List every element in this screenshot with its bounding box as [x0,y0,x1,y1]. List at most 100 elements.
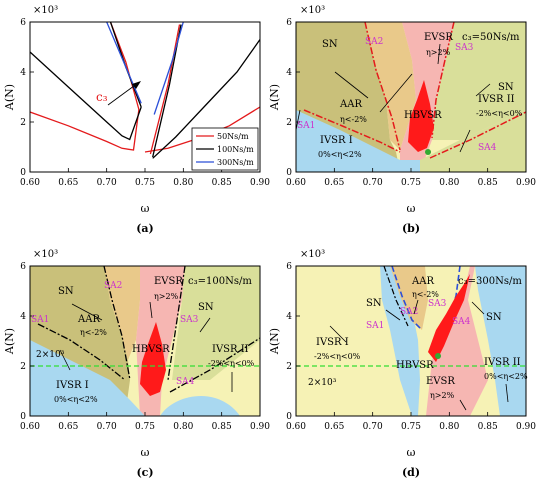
label-evsr-d: EVSR [426,376,455,387]
panel-d-arrows [329,299,509,411]
y-tick-label: 4 [286,312,292,322]
point-sa3-d: SA3 [428,299,447,309]
label-aar-c: AAR [77,314,100,325]
legend-item-50: 50Ns/m [217,132,249,141]
label-ivsr1-d: IVSR I [316,337,349,348]
y-tick-label: 0 [286,168,292,178]
x-tick-label: 0.85 [478,178,498,188]
label-ivsr2-d: IVSR II [484,357,521,368]
panel-c-title: c₃=100Ns/m [188,276,252,287]
x-tick-label: 0.90 [250,178,270,188]
label-ivsr2: IVSR II [478,94,515,105]
label-evsr: EVSR [424,32,453,43]
panel-b-ylabel: A(N) [268,84,281,111]
label-ivsr2-eta-d: 0%<η<2% [484,372,528,381]
region-sn-right [432,22,526,140]
region-ivsr1 [296,110,420,172]
region-hbvsr-d [428,274,470,362]
point-sa3-c: SA3 [180,315,199,325]
panel-b-tag: (b) [402,222,420,235]
panel-a-ticks: 0.60 0.65 0.70 0.75 0.80 0.85 0.90 0 2 4 6 [20,18,270,188]
hopf-point-d [435,353,441,359]
label-evsr-eta-c: η>2% [154,292,179,301]
panel-a-annotation: c₃ [96,90,108,104]
panel-b-scale: ×10³ [300,5,325,16]
label-aar-d: AAR [411,276,434,287]
y-tick-label: 6 [20,262,26,272]
y-tick-label: 4 [20,312,26,322]
label-aar-eta: η<-2% [340,115,367,124]
x-tick-label: 0.75 [401,422,421,432]
x-tick-label: 0.90 [516,178,536,188]
point-sa1: SA1 [297,121,315,131]
x-tick-label: 0.80 [439,178,459,188]
panel-b: 0.60 0.65 0.70 0.75 0.80 0.85 0.90 0 2 4 6 ×10³ A(… [268,5,536,235]
panel-d-xlabel: ω [407,446,416,459]
y-tick-label: 6 [20,18,26,28]
x-tick-label: 0.80 [173,422,193,432]
label-sn-d: SN [366,298,382,309]
x-tick-label: 0.65 [58,422,78,432]
series-line-100Ns/m [152,39,260,159]
label-ivsr2-c: IVSR II [212,344,249,355]
x-tick-label: 0.85 [478,422,498,432]
panel-a-arrow [107,81,141,106]
x-tick-label: 0.70 [363,178,383,188]
label-ivsr1-eta: 0%<η<2% [318,150,362,159]
y-tick-label: 0 [20,168,26,178]
x-tick-label: 0.65 [58,178,78,188]
label-sn-c: SN [58,286,74,297]
x-tick-label: 0.60 [20,422,40,432]
legend-item-100: 100Ns/m [217,145,254,154]
point-sa1-d: SA1 [366,321,384,331]
panel-a-legend: 50Ns/m 100Ns/m 300Ns/m [191,127,259,171]
point-sa4-d: SA4 [452,317,471,327]
label-sn-right-c: SN [198,302,214,313]
y-tick-label: 6 [286,262,292,272]
y-tick-label: 4 [286,68,292,78]
panel-a: 0.60 0.65 0.70 0.75 0.80 0.85 0.90 0 2 4 6 ×10³ A(… [3,5,270,235]
panel-d-ticks: 0.60 0.65 0.70 0.75 0.80 0.85 0.90 0 2 4 6 [286,262,536,432]
panel-d-ylabel: A(N) [268,328,281,355]
panel-b-title: c₃=50Ns/m [462,32,520,43]
x-tick-label: 0.75 [135,422,155,432]
label-ivsr2-eta-c: -2%<η<0% [208,359,255,368]
region-ivsr2-d [390,266,526,416]
x-tick-label: 0.65 [324,178,344,188]
label-hbvsr: HBVSR [404,110,442,121]
panel-d-title: c₃=300Ns/m [458,276,522,287]
x-tick-label: 0.60 [286,178,306,188]
threshold-label-d: 2×10³ [308,378,337,388]
panel-b-regions [296,22,526,172]
x-tick-label: 0.85 [212,422,232,432]
panel-a-curves [30,22,260,159]
y-tick-label: 4 [20,68,26,78]
region-aar [365,22,416,150]
series-line-100Ns/m [30,51,142,141]
region-aar-c [104,266,140,360]
panel-b-arrows [295,43,491,153]
label-aar: AAR [339,99,362,110]
panel-c: 0.60 0.65 0.70 0.75 0.80 0.85 0.90 0 2 4 6 ×10³ A(… [3,249,270,479]
point-sa2-d: SA2 [400,307,418,317]
y-tick-label: 6 [286,18,292,28]
series-line-300Ns/m [153,22,184,115]
panel-d: 0.60 0.65 0.70 0.75 0.80 0.85 0.90 0 2 4 6 ×10³ A(… [268,249,536,479]
x-tick-label: 0.60 [20,178,40,188]
region-ivsr1-c [30,340,145,416]
region-lower-c [160,396,240,416]
point-sa4-c: SA4 [176,377,195,387]
label-aar-eta-c: η<-2% [80,328,107,337]
label-aar-eta-d: η<-2% [412,290,439,299]
y-tick-label: 0 [286,412,292,422]
panel-c-ticks: 0.60 0.65 0.70 0.75 0.80 0.85 0.90 0 2 4 6 [20,262,270,432]
point-sa1-c: SA1 [31,315,49,325]
panel-a-scale: ×10³ [33,5,58,16]
point-sa2: SA2 [365,37,383,47]
x-tick-label: 0.70 [97,178,117,188]
x-tick-label: 0.60 [286,422,306,432]
label-evsr-c: EVSR [154,276,183,287]
panel-b-ticks: 0.60 0.65 0.70 0.75 0.80 0.85 0.90 0 2 4 6 [286,18,536,188]
x-tick-label: 0.75 [401,178,421,188]
x-tick-label: 0.80 [439,422,459,432]
